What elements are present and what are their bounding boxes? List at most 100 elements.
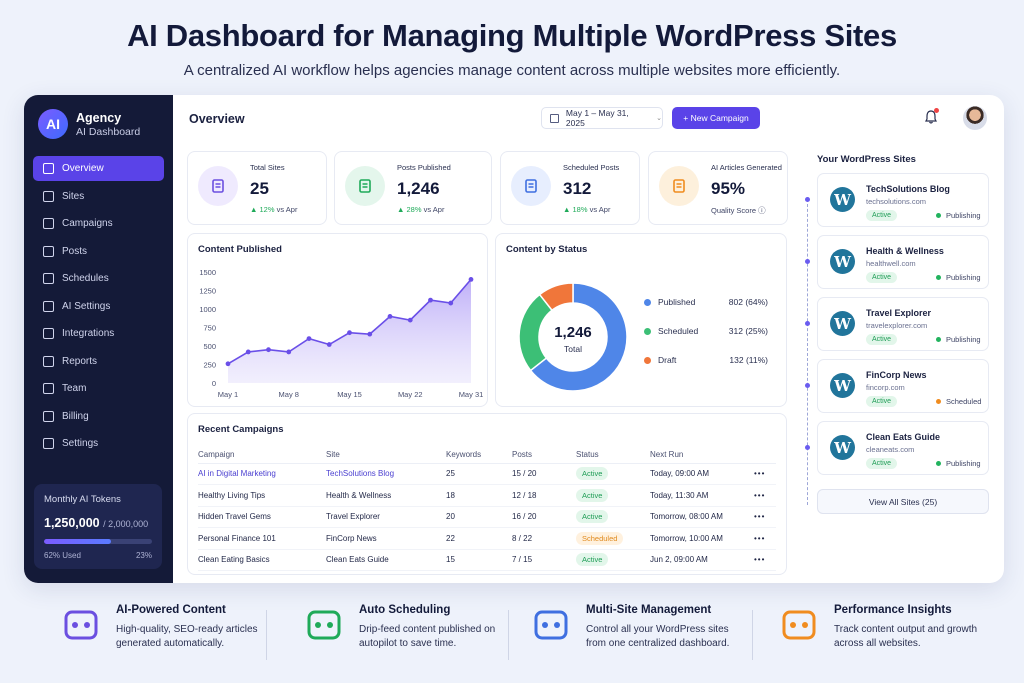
more-actions-icon[interactable]: ••• (754, 506, 776, 528)
legend-item: Published 802 (64%) (644, 297, 768, 307)
more-actions-icon[interactable]: ••• (754, 549, 776, 571)
stat-delta-value: ▲ 12% (250, 205, 275, 214)
campaign-name[interactable]: Hidden Travel Gems (198, 506, 326, 528)
site-name: FinCorp News (866, 370, 927, 380)
campaign-name[interactable]: Personal Finance 101 (198, 527, 326, 550)
campaign-keywords: 18 (446, 484, 512, 507)
wordpress-icon: W (830, 373, 855, 398)
sites-icon (43, 190, 54, 202)
site-state: Scheduled (936, 397, 981, 406)
area-fill (228, 279, 471, 383)
token-progress-fill (44, 539, 111, 544)
site-name: Clean Eats Guide (866, 432, 941, 442)
sidebar-item-schedules[interactable]: Schedules (33, 266, 164, 291)
more-actions-icon[interactable]: ••• (754, 463, 776, 485)
legend-label: Published (658, 297, 696, 307)
sidebar-item-settings[interactable]: Settings (33, 431, 164, 456)
campaign-name[interactable]: AI in Digital Marketing (198, 463, 326, 485)
table-row[interactable]: Hidden Travel Gems Travel Explorer 20 16 / … (198, 506, 776, 528)
sidebar-item-ai-settings[interactable]: AI Settings (33, 294, 164, 319)
page-title: Overview (189, 112, 245, 126)
campaign-name[interactable]: Clean Eating Basics (198, 549, 326, 571)
bell-icon[interactable] (925, 110, 937, 124)
legend-value: 802 (64%) (728, 297, 768, 307)
sidebar-item-label: Settings (62, 438, 99, 449)
campaign-site: Clean Eats Guide (326, 549, 446, 571)
campaign-keywords: 22 (446, 527, 512, 550)
new-campaign-button[interactable]: + New Campaign (672, 107, 760, 129)
campaign-keywords: 20 (446, 506, 512, 528)
sidebar-nav: Overview Sites Campaigns Posts Schedules AI S… (33, 156, 164, 459)
growth-chart-icon (778, 604, 820, 646)
sidebar-item-team[interactable]: Team (33, 376, 164, 401)
more-actions-icon[interactable]: ••• (754, 484, 776, 507)
site-card[interactable]: W Travel Explorer travelexplorer.com Active… (817, 297, 989, 351)
column-header: Site (326, 447, 446, 464)
feature-divider (508, 610, 509, 660)
feature-item: AI-Powered Content High-quality, SEO-read… (60, 604, 290, 674)
token-total: / 2,000,000 (103, 519, 149, 529)
date-range-picker[interactable]: May 1 – May 31, 2025 ⌄ (541, 107, 663, 129)
column-header (754, 447, 776, 464)
calendar-icon (511, 166, 551, 206)
site-status-badge: Active (866, 396, 898, 407)
send-icon (43, 218, 54, 229)
stat-card: Total Sites 25 ▲ 12% vs Apr (187, 151, 327, 225)
stat-value: 95% (711, 179, 746, 198)
table-row[interactable]: Clean Eating Basics Clean Eats Guide 15 7 /… (198, 549, 776, 571)
recent-campaigns-card: Recent Campaigns Campaign Site Keywords Pos… (187, 413, 787, 575)
sidebar-item-reports[interactable]: Reports (33, 349, 164, 374)
site-card[interactable]: W FinCorp News fincorp.com Active Scheduled (817, 359, 989, 413)
y-tick-label: 500 (203, 342, 216, 351)
legend-value: 132 (11%) (729, 355, 768, 365)
site-card[interactable]: W Clean Eats Guide cleaneats.com Active Publ… (817, 421, 989, 475)
date-range-value: May 1 – May 31, 2025 (565, 108, 629, 128)
feature-title: Performance Insights (834, 604, 952, 616)
site-state-label: Publishing (946, 273, 981, 282)
notification-dot (934, 108, 939, 113)
stat-delta: ▲ 18% vs Apr (563, 205, 610, 214)
token-right-label: 23% (135, 551, 152, 560)
sidebar-item-integrations[interactable]: Integrations (33, 321, 164, 346)
table-row[interactable]: AI in Digital Marketing TechSolutions Blo… (198, 463, 776, 485)
sidebar-item-overview[interactable]: Overview (33, 156, 164, 181)
campaign-next-run: Tomorrow, 08:00 AM (650, 506, 754, 528)
data-point (468, 277, 474, 282)
data-point (286, 349, 292, 355)
campaign-status-cell: Active (576, 549, 650, 571)
user-avatar[interactable] (963, 106, 987, 130)
sidebar-item-campaigns[interactable]: Campaigns (33, 211, 164, 236)
posts-icon (43, 245, 54, 257)
billing-icon (43, 410, 54, 422)
view-all-sites-button[interactable]: View All Sites (25) (817, 489, 989, 514)
stat-card: Posts Published 1,246 ▲ 28% vs Apr (334, 151, 492, 225)
site-state-label: Scheduled (946, 397, 982, 406)
feature-title: Multi-Site Management (586, 604, 712, 616)
grid-icon (43, 163, 54, 174)
sidebar-item-posts[interactable]: Posts (33, 239, 164, 264)
site-status-badge: Active (866, 210, 898, 221)
brand-name: Agency (76, 111, 122, 125)
table-row[interactable]: Healthy Living Tips Health & Wellness 18 12… (198, 484, 776, 507)
wordpress-icon: W (830, 249, 855, 274)
table-row[interactable]: Personal Finance 101 FinCorp News 22 8 / 22… (198, 527, 776, 550)
campaign-name[interactable]: Healthy Living Tips (198, 484, 326, 507)
dashboard-window: AI Agency AI Dashboard Overview Sites Camp… (24, 95, 1004, 583)
data-point (367, 331, 373, 337)
x-tick-label: May 1 (218, 390, 238, 399)
more-actions-icon[interactable]: ••• (754, 527, 776, 550)
legend-item: Draft 132 (11%) (644, 355, 768, 365)
site-name: Travel Explorer (866, 308, 932, 318)
wordpress-icon: W (830, 435, 855, 460)
status-badge: Active (576, 553, 609, 567)
sidebar-item-sites[interactable]: Sites (33, 184, 164, 209)
site-card[interactable]: W TechSolutions Blog techsolutions.com Acti… (817, 173, 989, 227)
site-card[interactable]: W Health & Wellness healthwell.com Active Pu… (817, 235, 989, 289)
campaign-status-cell: Active (576, 484, 650, 507)
feature-title: AI-Powered Content (116, 604, 226, 616)
stat-delta-value: ▲ 18% (563, 205, 588, 214)
network-icon (530, 604, 572, 646)
campaign-next-run: Today, 09:00 AM (650, 463, 754, 485)
sidebar-item-billing[interactable]: Billing (33, 404, 164, 429)
